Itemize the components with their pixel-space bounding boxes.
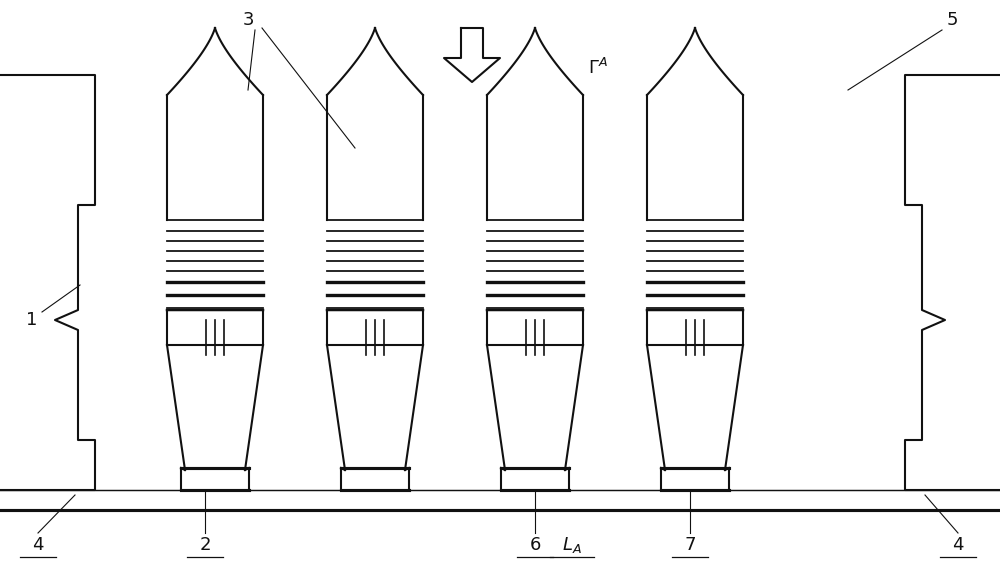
Text: 3: 3: [242, 11, 254, 29]
Text: 7: 7: [684, 536, 696, 554]
Text: $L_A$: $L_A$: [562, 535, 582, 555]
Text: 1: 1: [26, 311, 38, 329]
Text: 2: 2: [199, 536, 211, 554]
Text: 6: 6: [529, 536, 541, 554]
Polygon shape: [444, 28, 500, 82]
Text: $\Gamma^A$: $\Gamma^A$: [588, 58, 608, 78]
Text: 5: 5: [946, 11, 958, 29]
Text: 4: 4: [32, 536, 44, 554]
Text: 4: 4: [952, 536, 964, 554]
